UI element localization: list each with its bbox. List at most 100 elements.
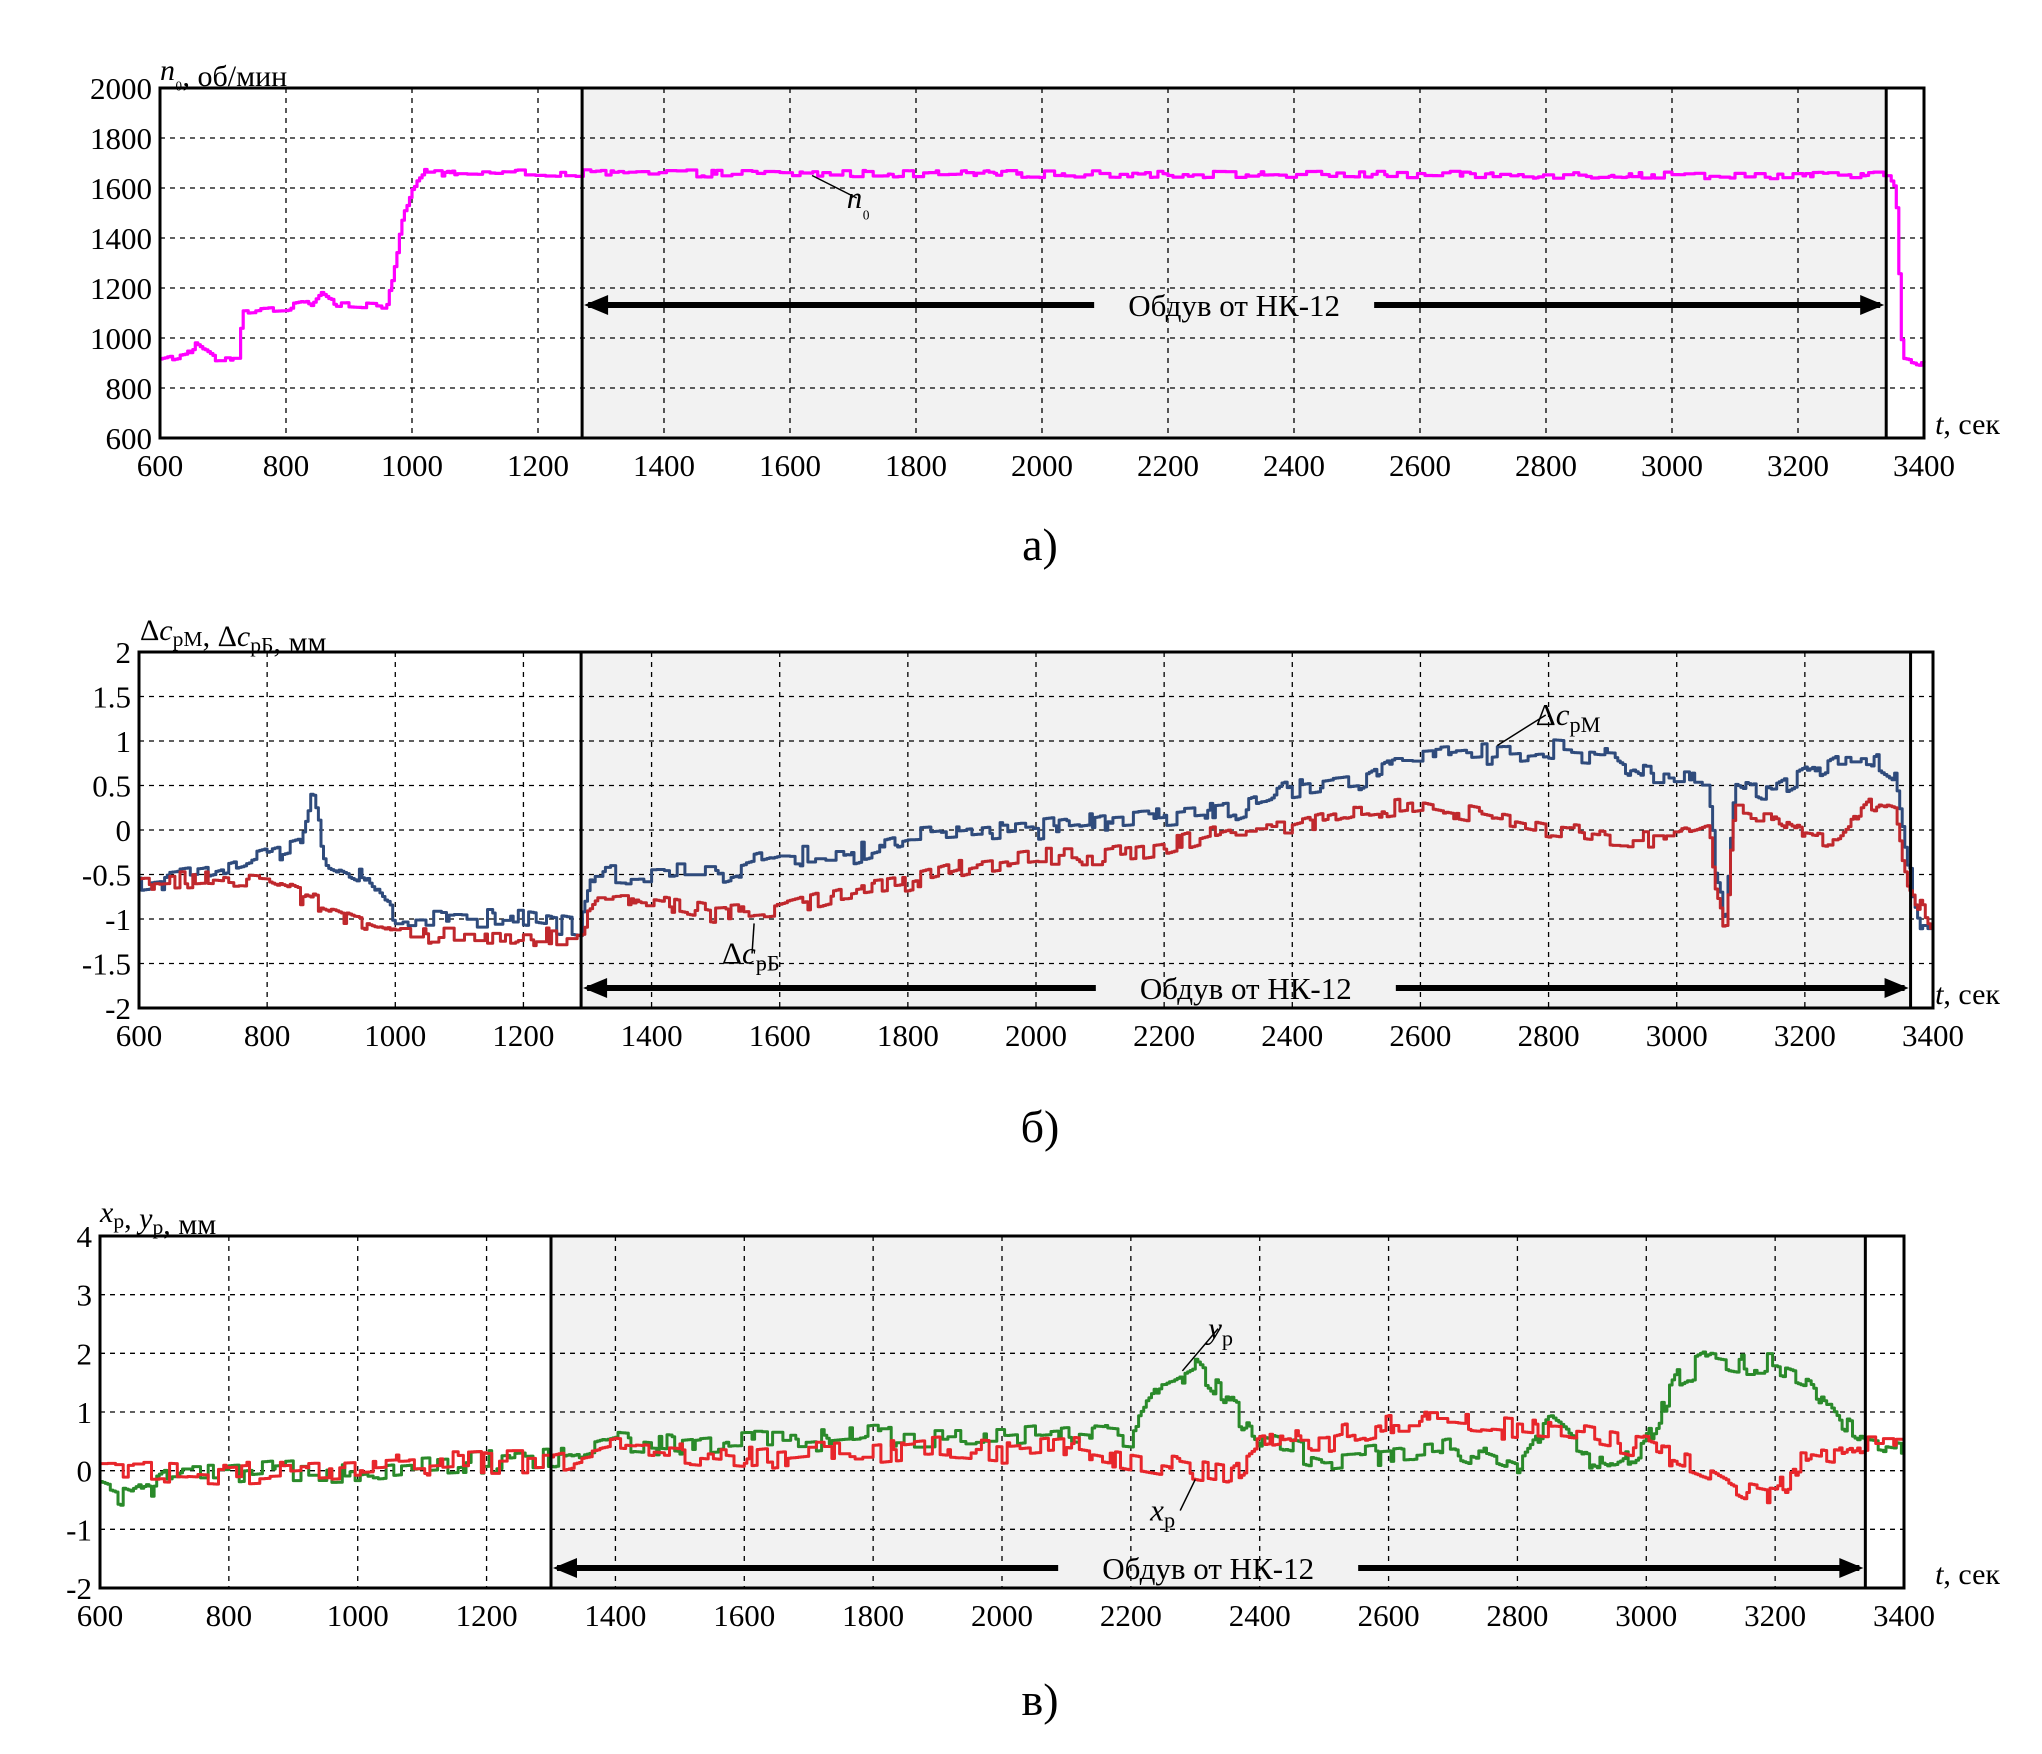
plot-frame <box>158 86 1926 440</box>
arrowhead-left <box>584 295 609 315</box>
series-label: xр <box>1149 1493 1175 1533</box>
obduv-annotation: Обдув от НК-12 <box>1128 288 1340 323</box>
series-labels: ΔcрМ ΔcрБ <box>722 697 1601 976</box>
y-tick-label: 2 <box>116 635 132 670</box>
x-tick-label: 2800 <box>1518 1018 1580 1053</box>
tick-labels: 600 800 1000 1200 1400 1600 1800 2000 2200 2400 26… <box>90 71 1955 483</box>
panel-a-n0-chart: 600 800 1000 1200 1400 1600 1800 2000 2200 2400 26… <box>90 54 2000 570</box>
x-tick-label: 800 <box>206 1598 253 1633</box>
series-label: ΔcрБ <box>722 936 780 976</box>
y-tick-label: 1200 <box>90 271 152 306</box>
y-tick-label: 4 <box>77 1219 93 1254</box>
y-tick-label: -0.5 <box>82 858 131 893</box>
x-tick-label: 1600 <box>713 1598 775 1633</box>
series-label: yр <box>1205 1311 1233 1351</box>
x-tick-label: 3000 <box>1615 1598 1677 1633</box>
obduv-annotation: Обдув от НК-12 <box>1102 1551 1314 1586</box>
y-tick-label: -1.5 <box>82 947 131 982</box>
x-tick-label: 600 <box>77 1598 124 1633</box>
x-tick-label: 2600 <box>1389 1018 1451 1053</box>
x-tick-label: 600 <box>116 1018 163 1053</box>
y-tick-label: 2000 <box>90 71 152 106</box>
x-axis-label: t, сек <box>1935 978 2000 1011</box>
x-tick-label: 1800 <box>885 448 947 483</box>
x-tick-label: 800 <box>263 448 310 483</box>
x-tick-label: 1000 <box>364 1018 426 1053</box>
series-label-leader <box>1179 1479 1196 1511</box>
x-tick-label: 2400 <box>1263 448 1325 483</box>
x-tick-label: 3000 <box>1646 1018 1708 1053</box>
x-tick-label: 2600 <box>1358 1598 1420 1633</box>
y-tick-label: 1800 <box>90 121 152 156</box>
gridlines <box>160 88 1924 438</box>
y-tick-label: 600 <box>106 421 153 456</box>
x-tick-label: 2400 <box>1229 1598 1291 1633</box>
x-tick-label: 1200 <box>492 1018 554 1053</box>
x-tick-label: 1200 <box>507 448 569 483</box>
arrowhead-right <box>1860 295 1885 315</box>
series-label-leader <box>1181 1328 1219 1372</box>
y-tick-label: 1.5 <box>92 680 131 715</box>
x-tick-label: 3200 <box>1774 1018 1836 1053</box>
obduv-arrow <box>583 978 1909 998</box>
series-labels: yр xр <box>1149 1311 1233 1533</box>
gridlines <box>139 652 1933 1008</box>
y-tick-label: -1 <box>105 902 131 937</box>
y-tick-label: 2 <box>77 1336 93 1371</box>
x-tick-label: 2000 <box>1011 448 1073 483</box>
x-axis-label: t, сек <box>1935 408 2000 441</box>
shaded-region-obduv <box>551 1236 1866 1588</box>
panel-caption-c: в) <box>1021 1674 1058 1725</box>
panel-caption-a: а) <box>1022 519 1058 570</box>
plot-frame <box>98 1234 1906 1590</box>
y-tick-label: -2 <box>66 1571 92 1606</box>
y-tick-label: 0 <box>77 1454 93 1489</box>
y-tick-label: 1600 <box>90 171 152 206</box>
series-label-leader <box>811 174 858 199</box>
tick-labels: 600 800 1000 1200 1400 1600 1800 2000 2200 2400 26… <box>66 1219 1935 1633</box>
y-tick-label: 0.5 <box>92 769 131 804</box>
series-label-leader <box>1496 714 1547 747</box>
y-tick-label: 1000 <box>90 321 152 356</box>
series-lines <box>100 1350 1906 1507</box>
x-tick-label: 2800 <box>1515 448 1577 483</box>
x-tick-label: 3400 <box>1902 1018 1964 1053</box>
arrowhead-left <box>583 978 608 998</box>
x-tick-label: 1000 <box>381 448 443 483</box>
series-lines <box>139 738 1935 948</box>
x-tick-label: 1400 <box>584 1598 646 1633</box>
y-tick-label: 0 <box>116 813 132 848</box>
panel-b-deltac-chart: 600 800 1000 1200 1400 1600 1800 2000 2200 2400 26… <box>82 614 2000 1152</box>
x-tick-label: 2000 <box>971 1598 1033 1633</box>
x-tick-label: 2800 <box>1486 1598 1548 1633</box>
y-tick-label: 3 <box>77 1278 93 1313</box>
x-tick-label: 1800 <box>877 1018 939 1053</box>
x-tick-label: 2200 <box>1133 1018 1195 1053</box>
x-tick-label: 2400 <box>1261 1018 1323 1053</box>
x-tick-label: 1000 <box>327 1598 389 1633</box>
arrowhead-right <box>1884 978 1909 998</box>
x-tick-label: 3200 <box>1767 448 1829 483</box>
series-line-1 <box>139 797 1935 948</box>
series-lines <box>160 167 1926 367</box>
x-tick-label: 2200 <box>1100 1598 1162 1633</box>
y-axis-label: ΔcрМ, ΔcрБ, мм <box>140 614 326 659</box>
x-tick-label: 1600 <box>749 1018 811 1053</box>
y-tick-label: -2 <box>105 991 131 1026</box>
series-line-0 <box>139 738 1933 938</box>
x-tick-label: 600 <box>137 448 184 483</box>
y-tick-label: 800 <box>106 371 153 406</box>
series-line-1 <box>100 1410 1906 1505</box>
series-label: ΔcрМ <box>1536 697 1601 737</box>
series-label-leader <box>751 923 755 954</box>
panel-caption-b: б) <box>1021 1101 1060 1152</box>
x-tick-label: 2200 <box>1137 448 1199 483</box>
y-axis-label: n₀, об/мин <box>160 54 287 93</box>
x-tick-label: 2600 <box>1389 448 1451 483</box>
arrowhead-left <box>553 1558 577 1578</box>
x-tick-label: 1200 <box>456 1598 518 1633</box>
x-tick-label: 3200 <box>1744 1598 1806 1633</box>
y-tick-label: 1 <box>77 1395 93 1430</box>
y-tick-label: 1 <box>116 724 132 759</box>
